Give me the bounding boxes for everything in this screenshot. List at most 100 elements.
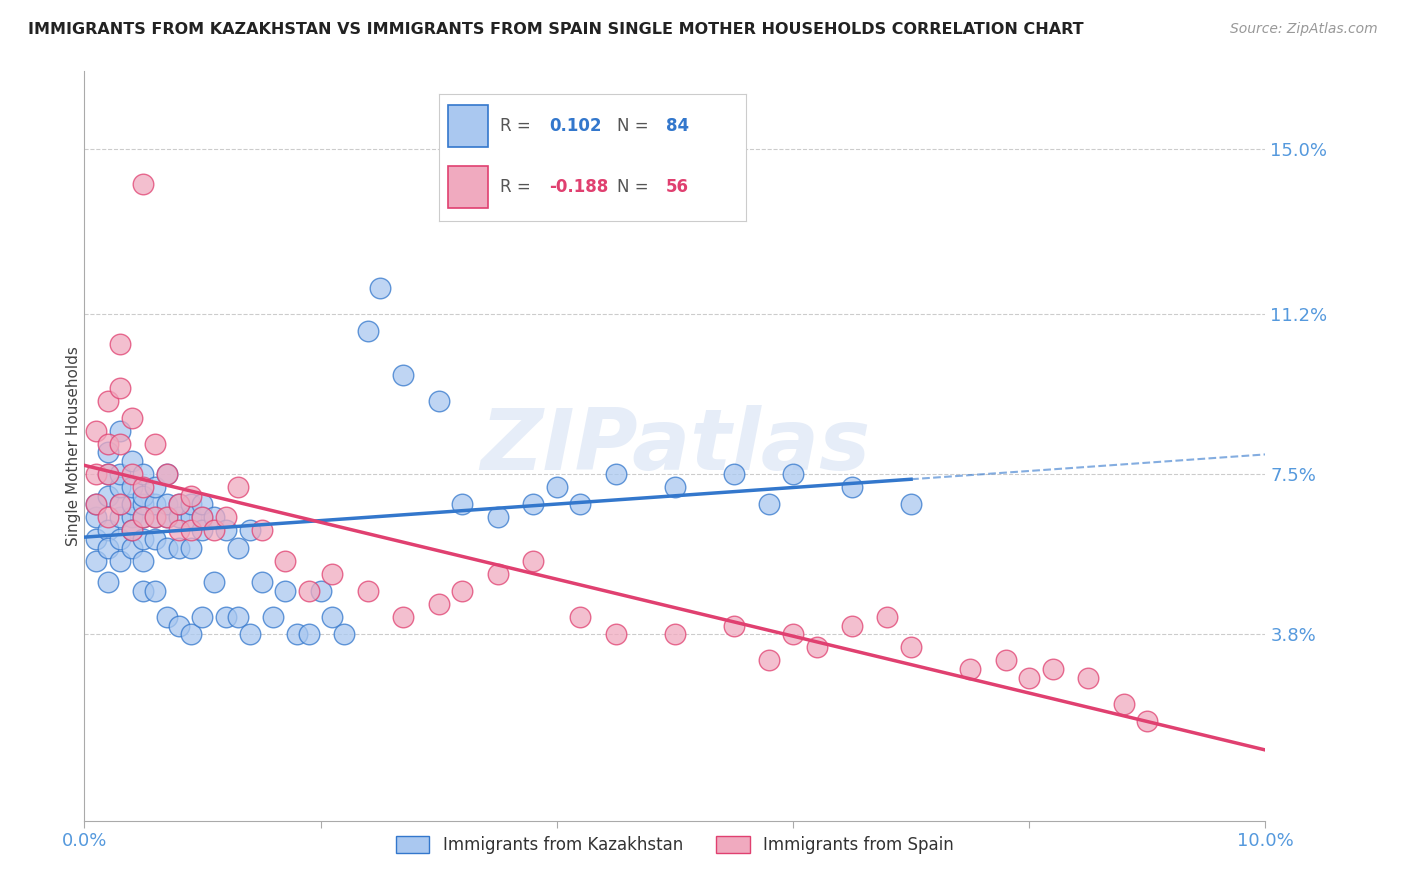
Point	[605, 467, 627, 482]
Point	[215, 524, 238, 538]
Point	[202, 524, 225, 538]
Point	[84, 467, 107, 482]
Point	[486, 566, 509, 581]
Point	[191, 524, 214, 538]
Point	[121, 454, 143, 468]
Point	[876, 610, 898, 624]
Point	[97, 524, 120, 538]
Point	[226, 480, 249, 494]
Point	[97, 445, 120, 459]
Point	[180, 524, 202, 538]
Point	[180, 489, 202, 503]
Point	[84, 498, 107, 512]
Point	[782, 467, 804, 482]
Point	[180, 498, 202, 512]
Point	[84, 532, 107, 546]
Point	[605, 627, 627, 641]
Point	[782, 627, 804, 641]
Point	[546, 480, 568, 494]
Point	[108, 467, 131, 482]
Point	[1112, 697, 1135, 711]
Point	[121, 524, 143, 538]
Point	[97, 467, 120, 482]
Point	[451, 584, 474, 599]
Text: ZIPatlas: ZIPatlas	[479, 404, 870, 488]
Point	[132, 554, 155, 568]
Point	[522, 498, 544, 512]
Point	[108, 337, 131, 351]
Point	[108, 498, 131, 512]
Point	[1018, 671, 1040, 685]
Point	[262, 610, 284, 624]
Point	[121, 510, 143, 524]
Point	[121, 410, 143, 425]
Point	[250, 524, 273, 538]
Point	[486, 510, 509, 524]
Point	[143, 510, 166, 524]
Point	[215, 510, 238, 524]
Point	[108, 498, 131, 512]
Point	[132, 498, 155, 512]
Point	[298, 584, 321, 599]
Point	[226, 610, 249, 624]
Point	[180, 627, 202, 641]
Point	[84, 554, 107, 568]
Point	[156, 610, 179, 624]
Point	[664, 627, 686, 641]
Point	[202, 575, 225, 590]
Point	[215, 610, 238, 624]
Point	[84, 510, 107, 524]
Point	[191, 498, 214, 512]
Point	[167, 619, 190, 633]
Point	[108, 380, 131, 394]
Point	[132, 177, 155, 191]
Point	[121, 467, 143, 482]
Point	[97, 510, 120, 524]
Point	[132, 510, 155, 524]
Point	[1042, 662, 1064, 676]
Point	[108, 424, 131, 438]
Point	[143, 498, 166, 512]
Point	[156, 467, 179, 482]
Point	[132, 532, 155, 546]
Point	[723, 619, 745, 633]
Point	[121, 524, 143, 538]
Point	[841, 619, 863, 633]
Point	[392, 610, 415, 624]
Point	[451, 498, 474, 512]
Point	[239, 524, 262, 538]
Point	[180, 510, 202, 524]
Point	[806, 640, 828, 655]
Point	[167, 498, 190, 512]
Point	[321, 566, 343, 581]
Point	[994, 653, 1017, 667]
Y-axis label: Single Mother Households: Single Mother Households	[66, 346, 80, 546]
Point	[156, 510, 179, 524]
Point	[900, 498, 922, 512]
Point	[239, 627, 262, 641]
Point	[143, 480, 166, 494]
Legend: Immigrants from Kazakhstan, Immigrants from Spain: Immigrants from Kazakhstan, Immigrants f…	[389, 830, 960, 861]
Point	[132, 480, 155, 494]
Point	[357, 584, 380, 599]
Point	[121, 480, 143, 494]
Point	[143, 510, 166, 524]
Point	[274, 584, 297, 599]
Point	[143, 532, 166, 546]
Point	[202, 510, 225, 524]
Point	[723, 467, 745, 482]
Point	[427, 393, 450, 408]
Point	[97, 489, 120, 503]
Point	[392, 368, 415, 382]
Point	[191, 510, 214, 524]
Point	[97, 575, 120, 590]
Point	[321, 610, 343, 624]
Point	[108, 510, 131, 524]
Point	[84, 424, 107, 438]
Point	[167, 541, 190, 555]
Point	[368, 281, 391, 295]
Text: Source: ZipAtlas.com: Source: ZipAtlas.com	[1230, 22, 1378, 37]
Point	[167, 498, 190, 512]
Point	[569, 610, 592, 624]
Point	[132, 510, 155, 524]
